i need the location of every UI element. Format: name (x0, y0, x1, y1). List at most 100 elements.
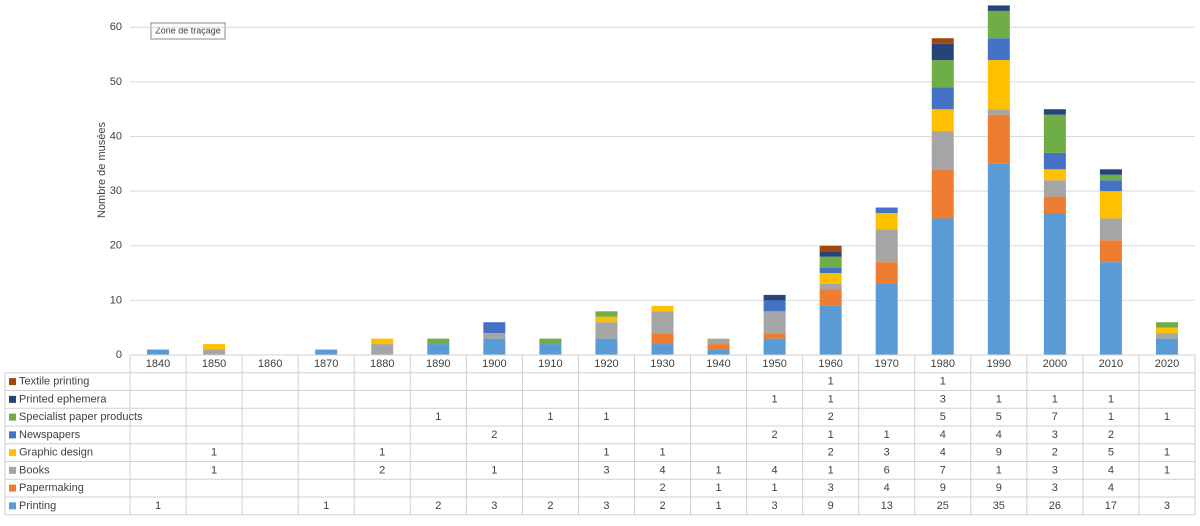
bar-segment (651, 333, 674, 345)
table-value: 4 (1108, 464, 1114, 476)
legend-label: Graphic design (19, 447, 93, 459)
table-value: 3 (772, 500, 778, 512)
bar-segment (651, 311, 674, 334)
annotation: Zone de traçage (155, 25, 221, 35)
table-value: 2 (1108, 429, 1114, 441)
table-value: 2 (1052, 447, 1058, 459)
y-tick-label: 20 (110, 240, 122, 252)
bar-segment (987, 163, 1010, 355)
bar-segment (651, 305, 674, 312)
table-value: 3 (1164, 500, 1170, 512)
table-value: 3 (940, 393, 946, 405)
table-value: 1 (211, 447, 217, 459)
table-value: 13 (881, 500, 893, 512)
legend-swatch (9, 378, 16, 386)
table-value: 3 (1052, 464, 1058, 476)
x-tick-label: 2010 (1099, 358, 1123, 370)
table-value: 2 (491, 429, 497, 441)
x-tick-label: 2000 (1043, 358, 1067, 370)
table-value: 17 (1105, 500, 1117, 512)
bar-segment (203, 344, 226, 350)
table-value: 1 (1164, 447, 1170, 459)
bar-segment (203, 349, 226, 355)
x-tick-label: 1970 (874, 358, 898, 370)
bar-segment (1043, 109, 1066, 115)
bar-segment (875, 262, 898, 284)
table-value: 25 (937, 500, 949, 512)
bar-segment (371, 338, 394, 345)
table-value: 1 (715, 464, 721, 476)
table-value: 1 (715, 482, 721, 494)
legend-swatch (9, 395, 16, 403)
table-value: 3 (603, 500, 609, 512)
bar-segment (819, 273, 842, 284)
table-value: 2 (659, 482, 665, 494)
bar-segment (1099, 262, 1122, 355)
x-tick-label: 1960 (818, 358, 842, 370)
x-tick-label: 1860 (258, 358, 282, 370)
bar-segment (931, 109, 954, 132)
table-value: 1 (323, 500, 329, 512)
bar-segment (1099, 174, 1122, 181)
x-tick-label: 1990 (987, 358, 1011, 370)
bar-segment (483, 338, 506, 355)
table-value: 1 (547, 411, 553, 423)
legend-swatch (9, 449, 16, 457)
table-value: 1 (828, 464, 834, 476)
table-value: 2 (828, 447, 834, 459)
x-tick-label: 1940 (706, 358, 730, 370)
table-value: 4 (996, 429, 1002, 441)
bar-segment (1043, 213, 1066, 355)
bar-segment (1099, 240, 1122, 263)
table-value: 3 (1052, 429, 1058, 441)
table-value: 3 (828, 482, 834, 494)
y-tick-label: 0 (116, 349, 122, 361)
table-value: 2 (547, 500, 553, 512)
table-value: 3 (491, 500, 497, 512)
bar-segment (315, 349, 338, 355)
table-value: 3 (1052, 482, 1058, 494)
bar-segment (875, 229, 898, 263)
legend-label: Newspapers (19, 429, 81, 441)
table-value: 5 (1108, 447, 1114, 459)
table-value: 1 (1164, 411, 1170, 423)
bar-segment (1155, 338, 1178, 355)
bar-segment (987, 38, 1010, 61)
bar-segment (931, 43, 954, 61)
bar-segment (1099, 169, 1122, 175)
bar-segment (931, 131, 954, 170)
bar-segment (931, 60, 954, 88)
x-tick-label: 1890 (426, 358, 450, 370)
table-value: 35 (993, 500, 1005, 512)
x-tick-label: 2020 (1155, 358, 1179, 370)
bar-segment (1043, 196, 1066, 213)
x-tick-label: 1870 (314, 358, 338, 370)
bar-segment (819, 284, 842, 290)
bar-segment (1043, 180, 1066, 197)
table-value: 1 (491, 464, 497, 476)
table-value: 1 (996, 393, 1002, 405)
legend-label: Printing (19, 500, 56, 512)
table-value: 1 (379, 447, 385, 459)
x-tick-label: 1950 (762, 358, 786, 370)
bar-segment (1043, 152, 1066, 170)
table-value: 4 (659, 464, 665, 476)
table-value: 5 (996, 411, 1002, 423)
bar-segment (987, 60, 1010, 110)
table-value: 3 (884, 447, 890, 459)
bar-segment (819, 256, 842, 268)
table-value: 1 (1108, 393, 1114, 405)
table-value: 6 (884, 464, 890, 476)
bar-segment (595, 311, 618, 317)
bar-segment (707, 349, 730, 355)
bar-segment (1043, 169, 1066, 181)
table-value: 1 (603, 411, 609, 423)
table-value: 1 (884, 429, 890, 441)
table-value: 26 (1049, 500, 1061, 512)
table-value: 5 (940, 411, 946, 423)
y-tick-label: 40 (110, 130, 122, 142)
x-tick-label: 1840 (146, 358, 170, 370)
bar-segment (875, 284, 898, 355)
table-value: 2 (379, 464, 385, 476)
